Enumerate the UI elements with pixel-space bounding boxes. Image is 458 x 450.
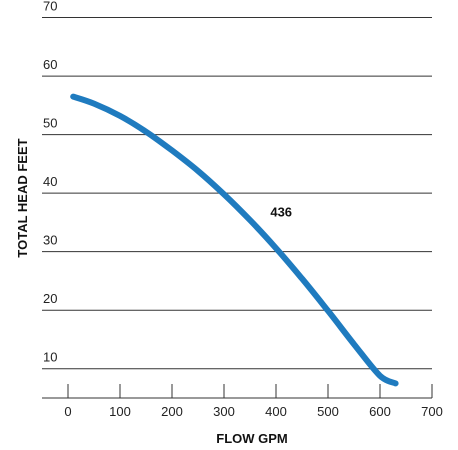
y-tick-label-20: 20 — [43, 291, 57, 306]
series-line-0 — [70, 93, 399, 387]
y-tick-label-10: 10 — [43, 350, 57, 365]
x-tick-label-600: 600 — [369, 404, 391, 419]
x-tick-label-300: 300 — [213, 404, 235, 419]
x-axis: 0 100 200 300 400 500 600 700 — [42, 384, 443, 419]
x-axis-title: FLOW GPM — [216, 431, 288, 446]
x-tick-label-400: 400 — [265, 404, 287, 419]
x-tick-label-100: 100 — [109, 404, 131, 419]
annotations-group: 436 — [270, 205, 292, 220]
y-tick-label-60: 60 — [43, 57, 57, 72]
x-tick-label-0: 0 — [64, 404, 71, 419]
x-tick-label-500: 500 — [317, 404, 339, 419]
y-axis-ticks: 10 20 30 40 50 60 70 — [43, 0, 57, 365]
y-axis-title: TOTAL HEAD FEET — [15, 138, 30, 257]
series-group — [70, 93, 399, 387]
horizontal-grid — [42, 17, 432, 370]
y-tick-label-50: 50 — [43, 116, 57, 131]
y-tick-label-40: 40 — [43, 174, 57, 189]
series-label-0: 436 — [270, 205, 292, 220]
x-tick-label-700: 700 — [421, 404, 443, 419]
y-tick-label-70: 70 — [43, 0, 57, 14]
x-tick-label-200: 200 — [161, 404, 183, 419]
y-tick-label-30: 30 — [43, 233, 57, 248]
